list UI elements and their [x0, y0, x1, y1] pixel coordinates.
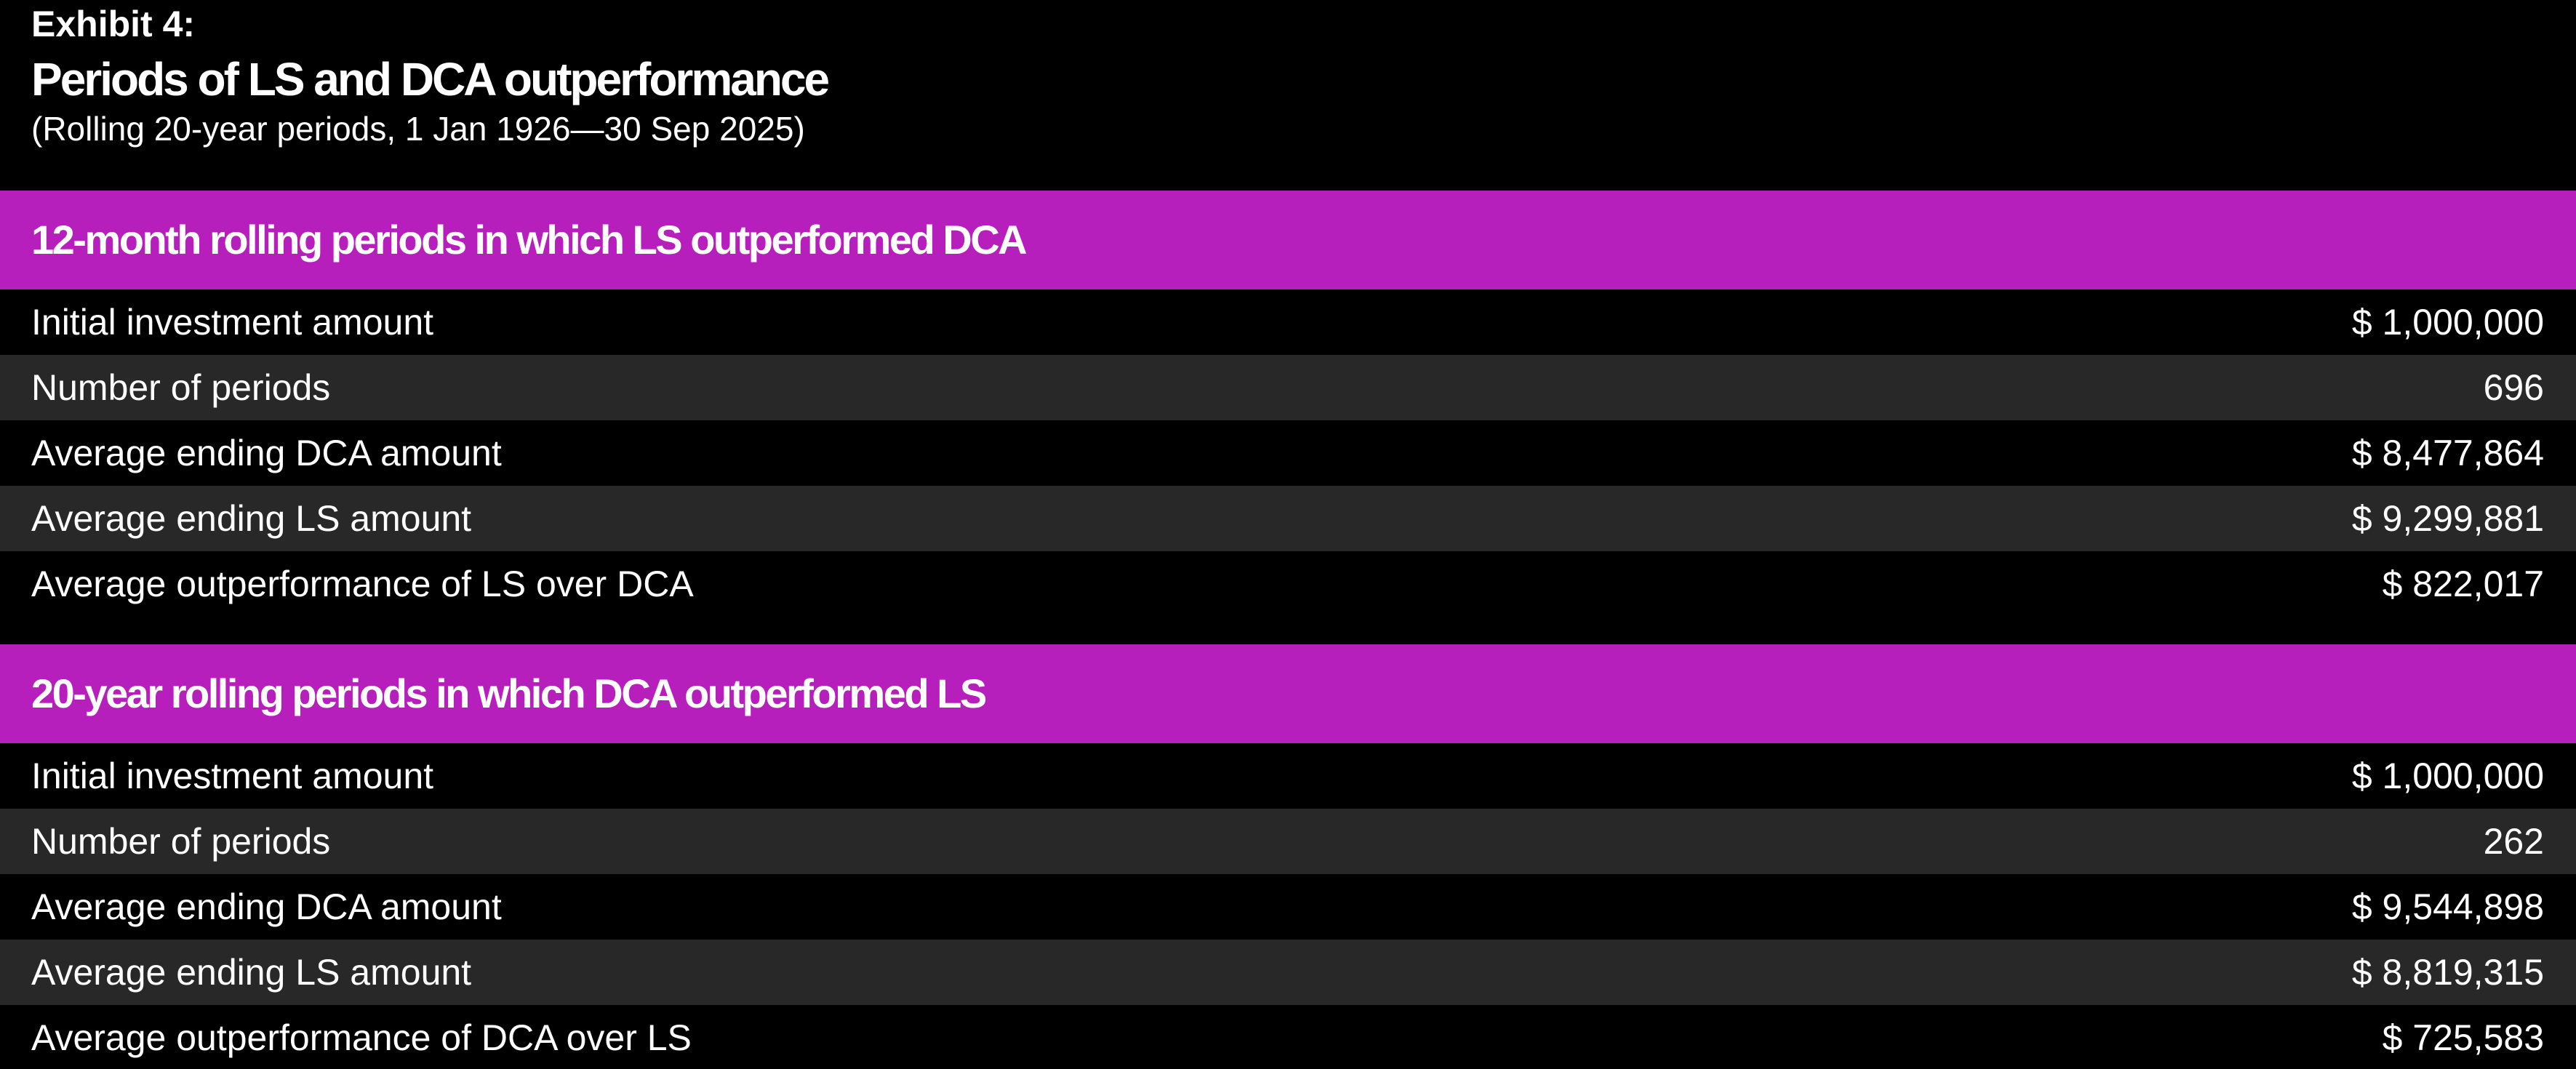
row-label: Average ending DCA amount	[31, 886, 502, 927]
row-label: Average outperformance of DCA over LS	[31, 1017, 692, 1058]
section-header: 20-year rolling periods in which DCA out…	[0, 644, 2576, 743]
row-value: 262	[2483, 821, 2544, 862]
row-value: $ 9,299,881	[2351, 498, 2544, 539]
row-value: $ 9,544,898	[2351, 886, 2544, 927]
table-row: Average ending LS amount $ 8,819,315	[0, 940, 2576, 1005]
table-row: Initial investment amount $ 1,000,000	[0, 743, 2576, 809]
table-row: Average ending DCA amount $ 8,477,864	[0, 420, 2576, 486]
row-label: Average ending LS amount	[31, 952, 472, 993]
row-value: $ 8,819,315	[2351, 952, 2544, 993]
row-label: Average ending LS amount	[31, 498, 472, 539]
table-row: Number of periods 262	[0, 809, 2576, 874]
row-label: Number of periods	[31, 821, 331, 862]
row-label: Number of periods	[31, 367, 331, 408]
section-title: 12-month rolling periods in which LS out…	[31, 217, 1028, 263]
row-label: Average ending DCA amount	[31, 433, 502, 473]
table-row: Average outperformance of DCA over LS $ 7…	[0, 1005, 2576, 1069]
row-label: Initial investment amount	[31, 302, 434, 343]
table-row: Average ending LS amount $ 9,299,881	[0, 486, 2576, 551]
table-row: Average outperformance of LS over DCA $ 8…	[0, 551, 2576, 617]
row-value: 696	[2483, 367, 2544, 408]
table-row: Initial investment amount $ 1,000,000	[0, 289, 2576, 355]
row-value: $ 8,477,864	[2351, 433, 2544, 473]
table-row: Average ending DCA amount $ 9,544,898	[0, 874, 2576, 940]
section-title: 20-year rolling periods in which DCA out…	[31, 670, 987, 716]
subtitle: (Rolling 20-year periods, 1 Jan 1926—30 …	[31, 110, 805, 148]
section-header: 12-month rolling periods in which LS out…	[0, 191, 2576, 289]
table-row: Number of periods 696	[0, 355, 2576, 420]
exhibit-label: Exhibit 4:	[31, 4, 196, 44]
row-label: Average outperformance of LS over DCA	[31, 564, 694, 604]
row-value: $ 1,000,000	[2351, 756, 2544, 796]
row-label: Initial investment amount	[31, 756, 434, 796]
row-value: $ 1,000,000	[2351, 302, 2544, 343]
title: Periods of LS and DCA outperformance	[31, 53, 830, 105]
row-value: $ 725,583	[2382, 1017, 2544, 1058]
row-value: $ 822,017	[2382, 564, 2544, 604]
